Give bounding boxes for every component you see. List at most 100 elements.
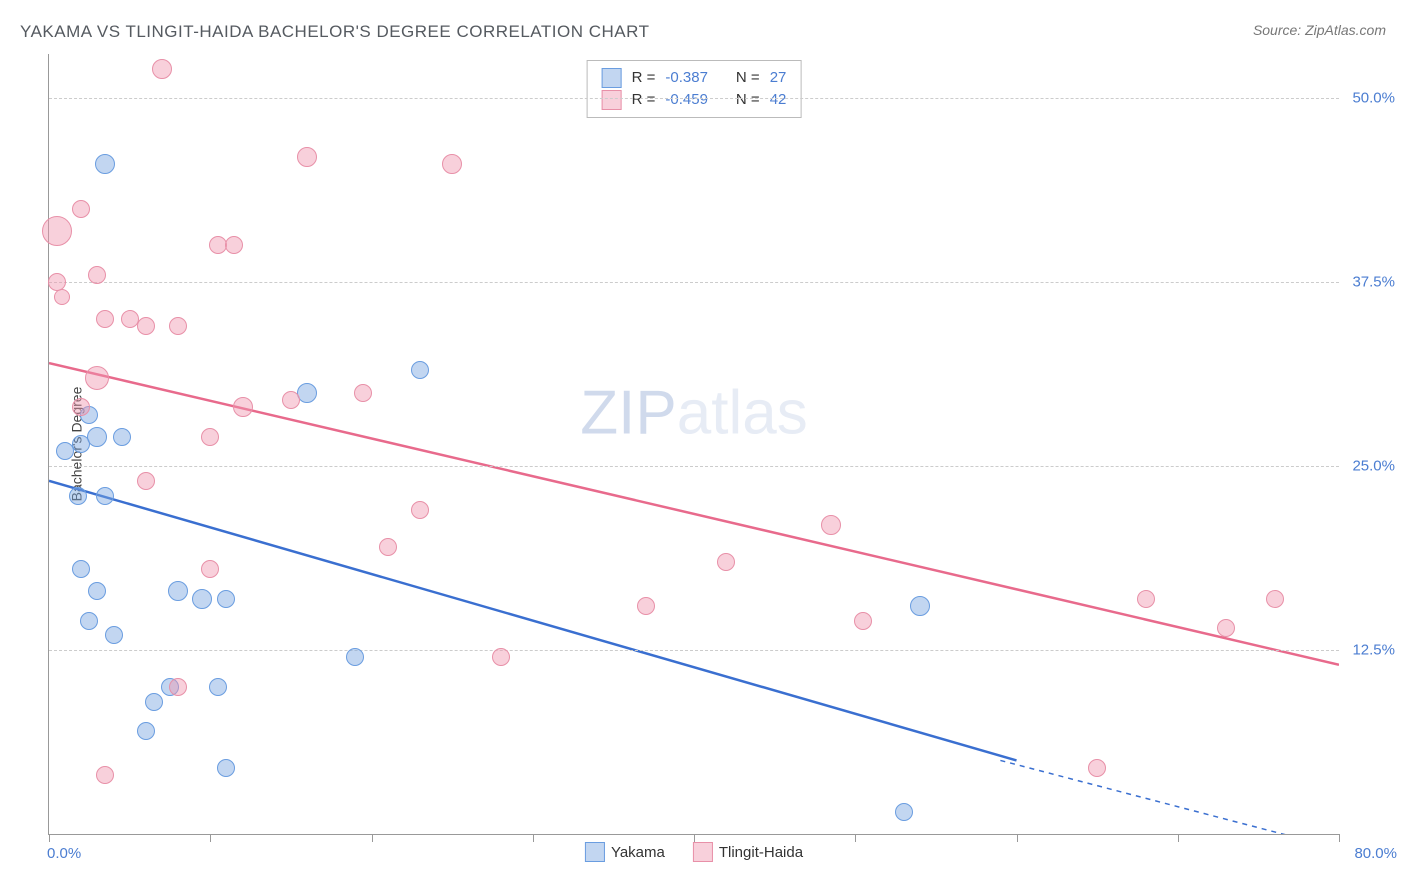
n-label: N = — [736, 67, 760, 89]
trendlines-svg — [49, 54, 1339, 834]
point-yakama — [113, 428, 131, 446]
series-legend: Yakama Tlingit-Haida — [585, 842, 803, 862]
y-tick-label: 12.5% — [1352, 642, 1395, 659]
correlation-legend: R = -0.387 N = 27 R = -0.459 N = 42 — [587, 60, 802, 118]
point-yakama — [895, 803, 913, 821]
point-yakama — [56, 442, 74, 460]
y-tick-label: 50.0% — [1352, 90, 1395, 107]
swatch-tlingit — [602, 90, 622, 110]
point-yakama — [411, 361, 429, 379]
x-axis-max-label: 80.0% — [1354, 845, 1397, 862]
point-yakama — [297, 383, 317, 403]
point-tlingit — [169, 317, 187, 335]
gridline — [49, 98, 1339, 99]
point-tlingit — [72, 200, 90, 218]
gridline — [49, 282, 1339, 283]
point-tlingit — [42, 216, 72, 246]
n-label: N = — [736, 89, 760, 111]
point-tlingit — [637, 597, 655, 615]
point-tlingit — [72, 398, 90, 416]
point-tlingit — [282, 391, 300, 409]
swatch-yakama — [585, 842, 605, 862]
x-tick — [1017, 834, 1018, 842]
point-yakama — [105, 626, 123, 644]
point-tlingit — [1217, 619, 1235, 637]
swatch-tlingit — [693, 842, 713, 862]
point-yakama — [168, 581, 188, 601]
y-tick-label: 37.5% — [1352, 274, 1395, 291]
point-tlingit — [1137, 590, 1155, 608]
source-label: Source: ZipAtlas.com — [1253, 22, 1386, 38]
point-yakama — [88, 582, 106, 600]
legend-row-tlingit: R = -0.459 N = 42 — [602, 89, 787, 111]
chart-container: YAKAMA VS TLINGIT-HAIDA BACHELOR'S DEGRE… — [0, 0, 1406, 892]
point-tlingit — [96, 766, 114, 784]
x-tick — [210, 834, 211, 842]
point-tlingit — [717, 553, 735, 571]
point-tlingit — [233, 397, 253, 417]
point-yakama — [69, 487, 87, 505]
point-tlingit — [137, 317, 155, 335]
point-tlingit — [1266, 590, 1284, 608]
point-yakama — [96, 487, 114, 505]
gridline — [49, 650, 1339, 651]
r-label: R = — [632, 67, 656, 89]
point-yakama — [80, 612, 98, 630]
legend-item-tlingit: Tlingit-Haida — [693, 842, 803, 862]
x-tick — [855, 834, 856, 842]
watermark-light: atlas — [677, 378, 808, 447]
x-tick — [1339, 834, 1340, 842]
point-yakama — [72, 560, 90, 578]
gridline — [49, 466, 1339, 467]
point-tlingit — [201, 560, 219, 578]
point-tlingit — [54, 289, 70, 305]
point-tlingit — [85, 366, 109, 390]
x-axis-min-label: 0.0% — [47, 845, 81, 862]
point-tlingit — [442, 154, 462, 174]
r-value-yakama: -0.387 — [665, 67, 708, 89]
point-tlingit — [297, 147, 317, 167]
x-tick — [533, 834, 534, 842]
point-yakama — [192, 589, 212, 609]
point-tlingit — [411, 501, 429, 519]
x-tick — [1178, 834, 1179, 842]
series-name-tlingit: Tlingit-Haida — [719, 844, 803, 861]
point-tlingit — [88, 266, 106, 284]
watermark: ZIPatlas — [580, 377, 807, 448]
point-yakama — [137, 722, 155, 740]
legend-item-yakama: Yakama — [585, 842, 665, 862]
point-yakama — [346, 648, 364, 666]
x-tick — [694, 834, 695, 842]
r-label: R = — [632, 89, 656, 111]
x-tick — [49, 834, 50, 842]
point-tlingit — [225, 236, 243, 254]
point-tlingit — [152, 59, 172, 79]
point-tlingit — [821, 515, 841, 535]
plot-area: Bachelor's Degree 0.0% 80.0% ZIPatlas R … — [48, 54, 1339, 835]
series-name-yakama: Yakama — [611, 844, 665, 861]
swatch-yakama — [602, 68, 622, 88]
x-tick — [372, 834, 373, 842]
point-tlingit — [1088, 759, 1106, 777]
point-tlingit — [854, 612, 872, 630]
n-value-tlingit: 42 — [770, 89, 787, 111]
point-tlingit — [354, 384, 372, 402]
point-yakama — [95, 154, 115, 174]
point-tlingit — [137, 472, 155, 490]
point-tlingit — [492, 648, 510, 666]
point-tlingit — [169, 678, 187, 696]
point-tlingit — [379, 538, 397, 556]
point-yakama — [910, 596, 930, 616]
r-value-tlingit: -0.459 — [665, 89, 708, 111]
point-yakama — [145, 693, 163, 711]
n-value-yakama: 27 — [770, 67, 787, 89]
point-tlingit — [201, 428, 219, 446]
watermark-bold: ZIP — [580, 378, 676, 447]
point-yakama — [87, 427, 107, 447]
legend-row-yakama: R = -0.387 N = 27 — [602, 67, 787, 89]
point-yakama — [209, 678, 227, 696]
chart-title: YAKAMA VS TLINGIT-HAIDA BACHELOR'S DEGRE… — [20, 22, 649, 42]
point-yakama — [217, 759, 235, 777]
point-tlingit — [96, 310, 114, 328]
y-tick-label: 25.0% — [1352, 458, 1395, 475]
